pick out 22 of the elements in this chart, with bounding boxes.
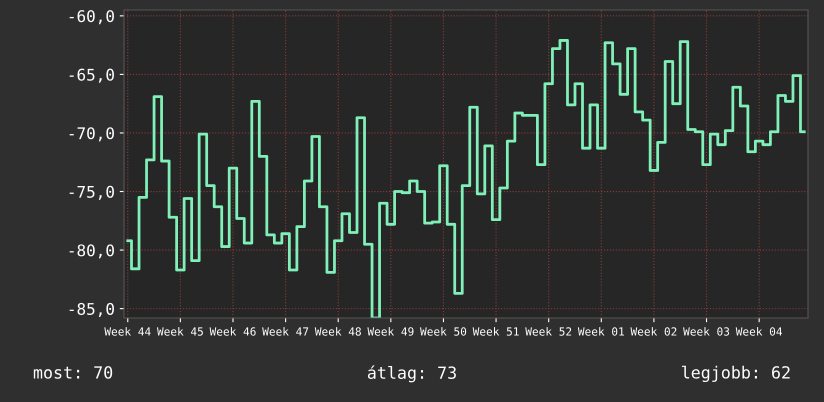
text: átlag: 73 [368,365,456,382]
x-tick-label: Week 49 [367,327,414,336]
x-tick-label: Week 46 [210,327,256,336]
x-tick-label: Week 48 [314,327,361,336]
text: most: 70 [34,366,112,379]
x-tick-label: Week 45 [156,327,203,336]
x-tick-label: Week 03 [683,327,730,336]
y-tick-label: -80,0 [70,244,114,258]
x-tick-label: Week 04 [736,327,782,336]
y-tick-label: -85,0 [70,302,114,317]
x-tick-label: Week 47 [262,327,308,336]
x-tick-label: Week 52 [525,327,572,336]
x-tick-label: Week 02 [630,327,676,336]
x-tick-label: Week 44 [104,327,151,336]
text: legjobb: 62 [682,366,790,382]
x-tick-label: Week 01 [578,327,624,336]
y-tick-label: -70,0 [70,127,114,142]
x-tick-label: Week 51 [472,327,519,336]
x-tick-label: Week 50 [420,327,466,336]
y-tick-label: -60,0 [70,10,114,24]
y-tick-label: -75,0 [70,186,114,200]
y-tick-label: -65,0 [70,68,114,83]
